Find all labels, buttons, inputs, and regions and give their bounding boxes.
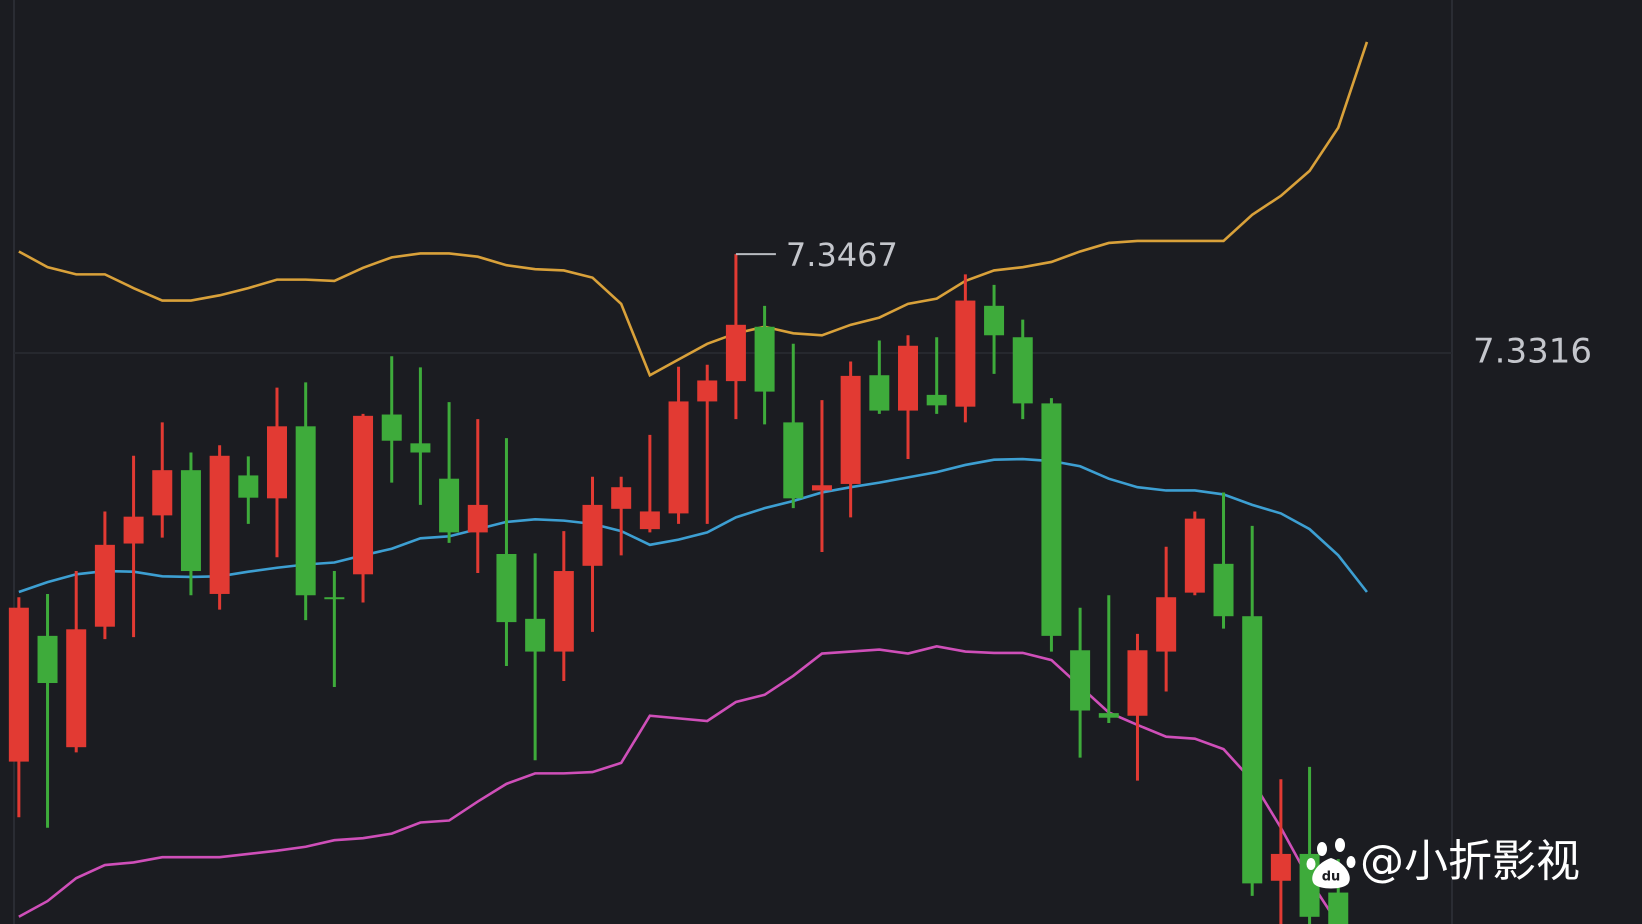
candle-body (639, 511, 660, 530)
band-line (18, 41, 1369, 378)
candle-body (8, 607, 29, 762)
candle-body (725, 324, 746, 382)
candle-body (811, 485, 832, 491)
candle-body (926, 394, 947, 406)
candle-body (1242, 616, 1263, 884)
candle-body (668, 401, 689, 514)
max-label: 7.3467 (786, 236, 898, 274)
candle-body (1127, 650, 1148, 716)
candle-body (984, 305, 1005, 336)
y-tick-label: 7.3316 (1473, 331, 1592, 371)
candle-body (238, 475, 259, 498)
candle-body (1156, 597, 1177, 652)
watermark: @小折影视 (1360, 836, 1580, 887)
candle-body (582, 504, 603, 566)
candle-body (840, 375, 861, 484)
candle-body (1070, 650, 1091, 711)
candle-body (439, 478, 460, 533)
candle-body (1041, 403, 1062, 636)
candle-body (209, 455, 230, 594)
candle-body (496, 554, 517, 623)
candle-body (37, 635, 58, 684)
svg-text:du: du (1322, 870, 1341, 885)
candle-body (180, 470, 201, 572)
candle-body (353, 415, 374, 575)
candle-body (381, 414, 402, 441)
candle-body (266, 426, 287, 499)
plot-area: 7.3467 (8, 41, 1452, 924)
candle-body (324, 597, 345, 600)
candle-body (1299, 853, 1320, 917)
candle-body (783, 422, 804, 499)
candle-body (467, 504, 488, 533)
candle-body (754, 326, 775, 392)
candle-body (525, 618, 546, 652)
watermark-icon: du (1306, 838, 1356, 889)
candle-body (611, 487, 632, 509)
candle-body (410, 443, 431, 453)
candle-body (1184, 518, 1205, 593)
candle-body (66, 629, 87, 748)
candle-body (123, 516, 144, 544)
candle-body (1270, 853, 1291, 881)
candle-body (94, 544, 115, 627)
candle-body (1098, 713, 1119, 718)
candle-body (1328, 892, 1349, 924)
candle-body (295, 426, 316, 596)
band-line (18, 457, 1368, 594)
candle-body (898, 345, 919, 411)
candle-body (869, 375, 890, 411)
candle-body (1012, 337, 1033, 404)
candle-body (152, 470, 173, 516)
candle-body (553, 571, 574, 652)
candle-body (697, 380, 718, 402)
candle-body (955, 300, 976, 407)
candle-body (1213, 563, 1234, 617)
